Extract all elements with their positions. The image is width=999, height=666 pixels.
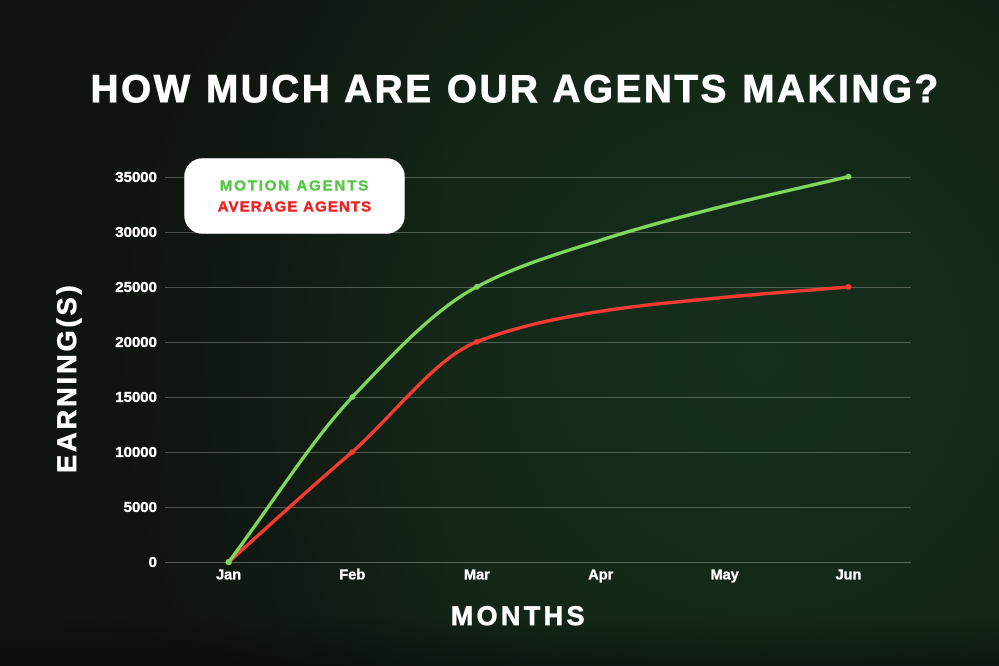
svg-text:25000: 25000 [115, 279, 157, 296]
svg-text:Apr: Apr [588, 568, 613, 584]
svg-text:May: May [711, 568, 739, 584]
svg-text:5000: 5000 [124, 499, 157, 516]
svg-text:Mar: Mar [464, 568, 490, 584]
svg-text:15000: 15000 [115, 389, 157, 406]
svg-text:0: 0 [149, 554, 157, 571]
svg-text:HOW MUCH ARE OUR AGENTS MAKING: HOW MUCH ARE OUR AGENTS MAKING? [91, 68, 941, 111]
svg-text:Feb: Feb [339, 568, 365, 584]
svg-text:MOTION AGENTS: MOTION AGENTS [220, 177, 370, 194]
svg-text:MONTHS: MONTHS [451, 601, 588, 631]
svg-text:20000: 20000 [115, 334, 157, 351]
svg-text:EARNING(S): EARNING(S) [52, 282, 82, 473]
svg-text:AVERAGE AGENTS: AVERAGE AGENTS [218, 198, 373, 215]
svg-text:Jun: Jun [836, 568, 862, 584]
svg-text:10000: 10000 [115, 444, 157, 461]
svg-text:35000: 35000 [115, 169, 157, 186]
svg-text:Jan: Jan [216, 568, 241, 584]
svg-text:30000: 30000 [115, 224, 157, 241]
